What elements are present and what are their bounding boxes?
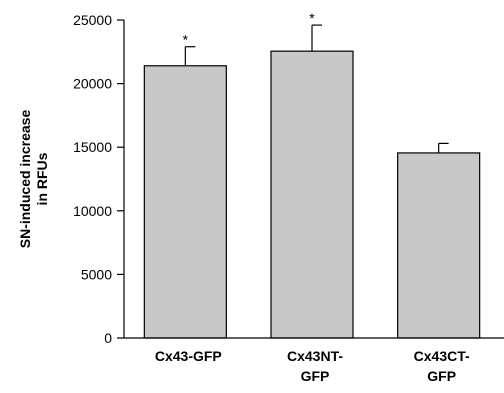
- x-category-label: Cx43NT- GFP: [287, 348, 343, 384]
- bar: [397, 152, 481, 339]
- y-axis-label: SN-induced increasein RFUs: [17, 110, 50, 249]
- x-category-label-line: Cx43NT-: [287, 348, 343, 364]
- y-tick-label: 5000: [81, 266, 112, 282]
- bars: **: [143, 10, 481, 339]
- y-tick-label: 20000: [73, 76, 112, 92]
- x-category-label-line: GFP: [301, 368, 330, 384]
- x-category-label-line: GFP: [427, 368, 456, 384]
- significance-marker: *: [183, 32, 189, 48]
- x-category-label: Cx43-GFP: [155, 348, 222, 364]
- x-category-label: Cx43CT- GFP: [414, 348, 470, 384]
- y-tick-label: 0: [104, 330, 112, 346]
- bar: [143, 65, 227, 339]
- y-axis-title-line: SN-induced increase: [17, 110, 33, 249]
- y-tick-label: 15000: [73, 139, 112, 155]
- bar: [270, 50, 354, 339]
- y-axis: 0 5000 10000 15000 20000 25000: [73, 12, 125, 346]
- significance-marker: *: [309, 10, 315, 26]
- y-tick-label: 10000: [73, 203, 112, 219]
- x-category-label-line: Cx43CT-: [414, 348, 470, 364]
- y-axis-title: SN-induced increasein RFUs: [17, 110, 50, 249]
- x-axis: Cx43-GFP Cx43NT- GFP Cx43CT- GFP: [124, 337, 504, 384]
- y-axis-title-line: in RFUs: [34, 152, 50, 205]
- y-tick-label: 25000: [73, 12, 112, 28]
- x-category-label-line: Cx43-GFP: [155, 348, 222, 364]
